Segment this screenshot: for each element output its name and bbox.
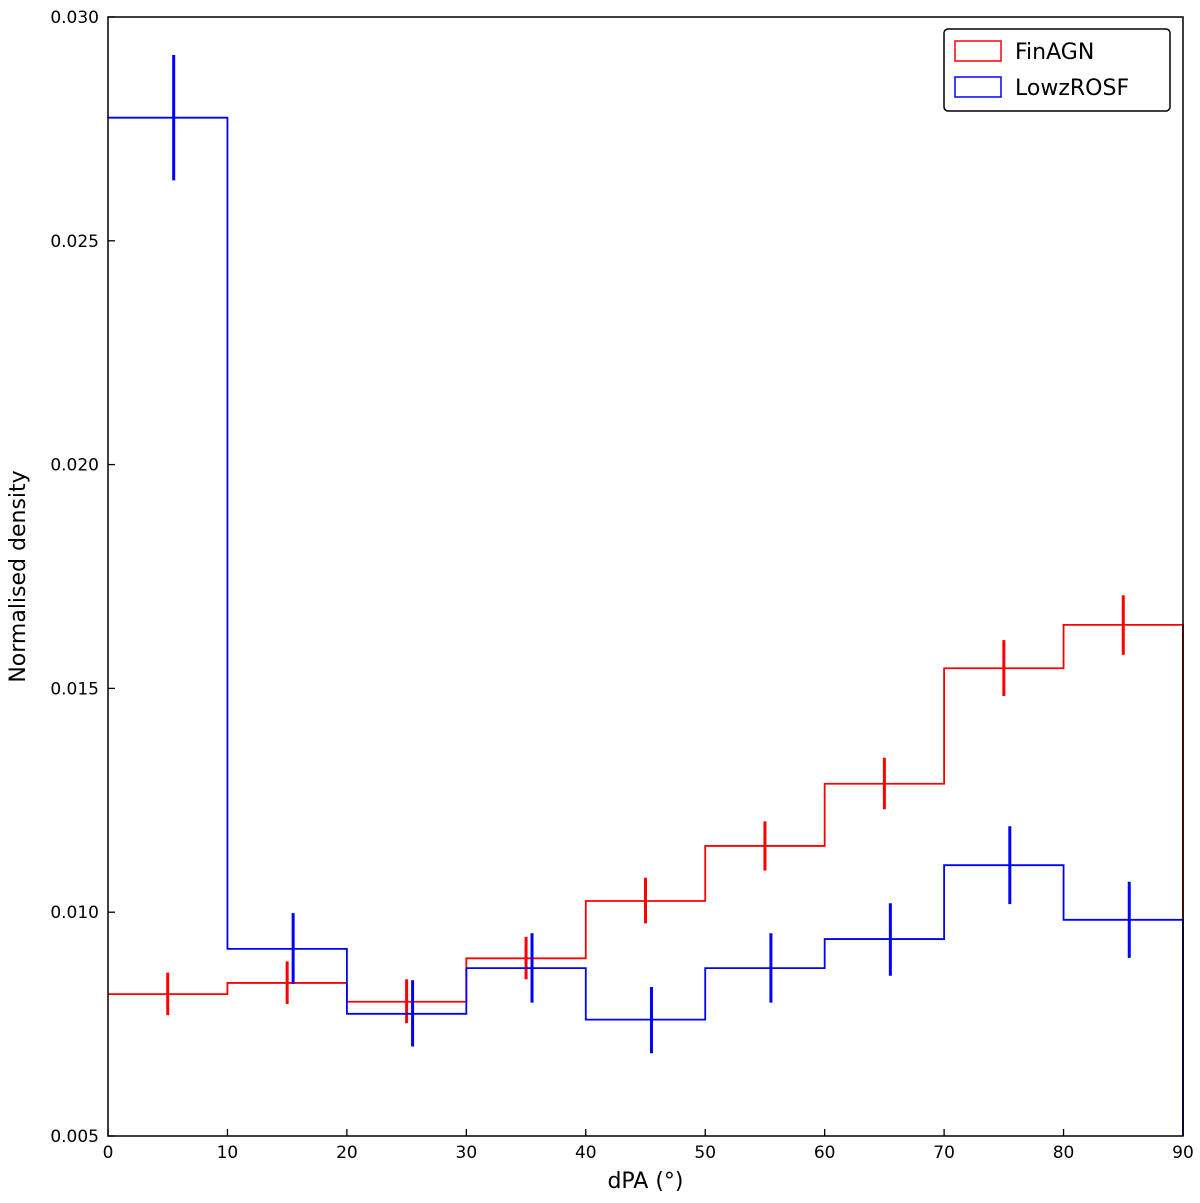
legend-label-lowzrosf: LowzROSF xyxy=(1015,76,1129,101)
x-axis-ticks: 0 10 20 30 40 50 60 70 80 90 xyxy=(103,1129,1194,1163)
y-tick-label: 0.010 xyxy=(50,903,99,923)
y-tick-label: 0.025 xyxy=(50,232,99,252)
y-tick-label: 0.020 xyxy=(50,456,99,476)
x-tick-label: 20 xyxy=(336,1143,358,1163)
x-tick-label: 90 xyxy=(1172,1143,1194,1163)
y-tick-label: 0.005 xyxy=(50,1127,99,1147)
x-tick-label: 70 xyxy=(933,1143,955,1163)
plot-area xyxy=(108,55,1184,1136)
y-tick-label: 0.030 xyxy=(50,8,99,28)
x-tick-label: 80 xyxy=(1053,1143,1075,1163)
histogram-step-lowzrosf xyxy=(108,116,1184,1136)
x-tick-label: 60 xyxy=(814,1143,836,1163)
y-tick-label: 0.015 xyxy=(50,679,99,699)
x-tick-label: 30 xyxy=(456,1143,478,1163)
legend-label-finagn: FinAGN xyxy=(1015,40,1094,65)
legend-swatch-lowzrosf xyxy=(954,76,1002,98)
x-tick-label: 10 xyxy=(217,1143,239,1163)
y-axis-ticks: 0.005 0.010 0.015 0.020 0.025 0.030 xyxy=(50,8,115,1147)
x-axis-label: dPA (°) xyxy=(607,1169,683,1194)
x-tick-label: 40 xyxy=(575,1143,597,1163)
plot-frame xyxy=(107,16,1184,1137)
x-tick-label: 0 xyxy=(103,1143,114,1163)
legend-swatch-finagn xyxy=(954,40,1002,62)
y-axis-label: Normalised density xyxy=(6,470,31,682)
legend: FinAGN LowzROSF xyxy=(943,28,1171,112)
x-tick-label: 50 xyxy=(694,1143,716,1163)
